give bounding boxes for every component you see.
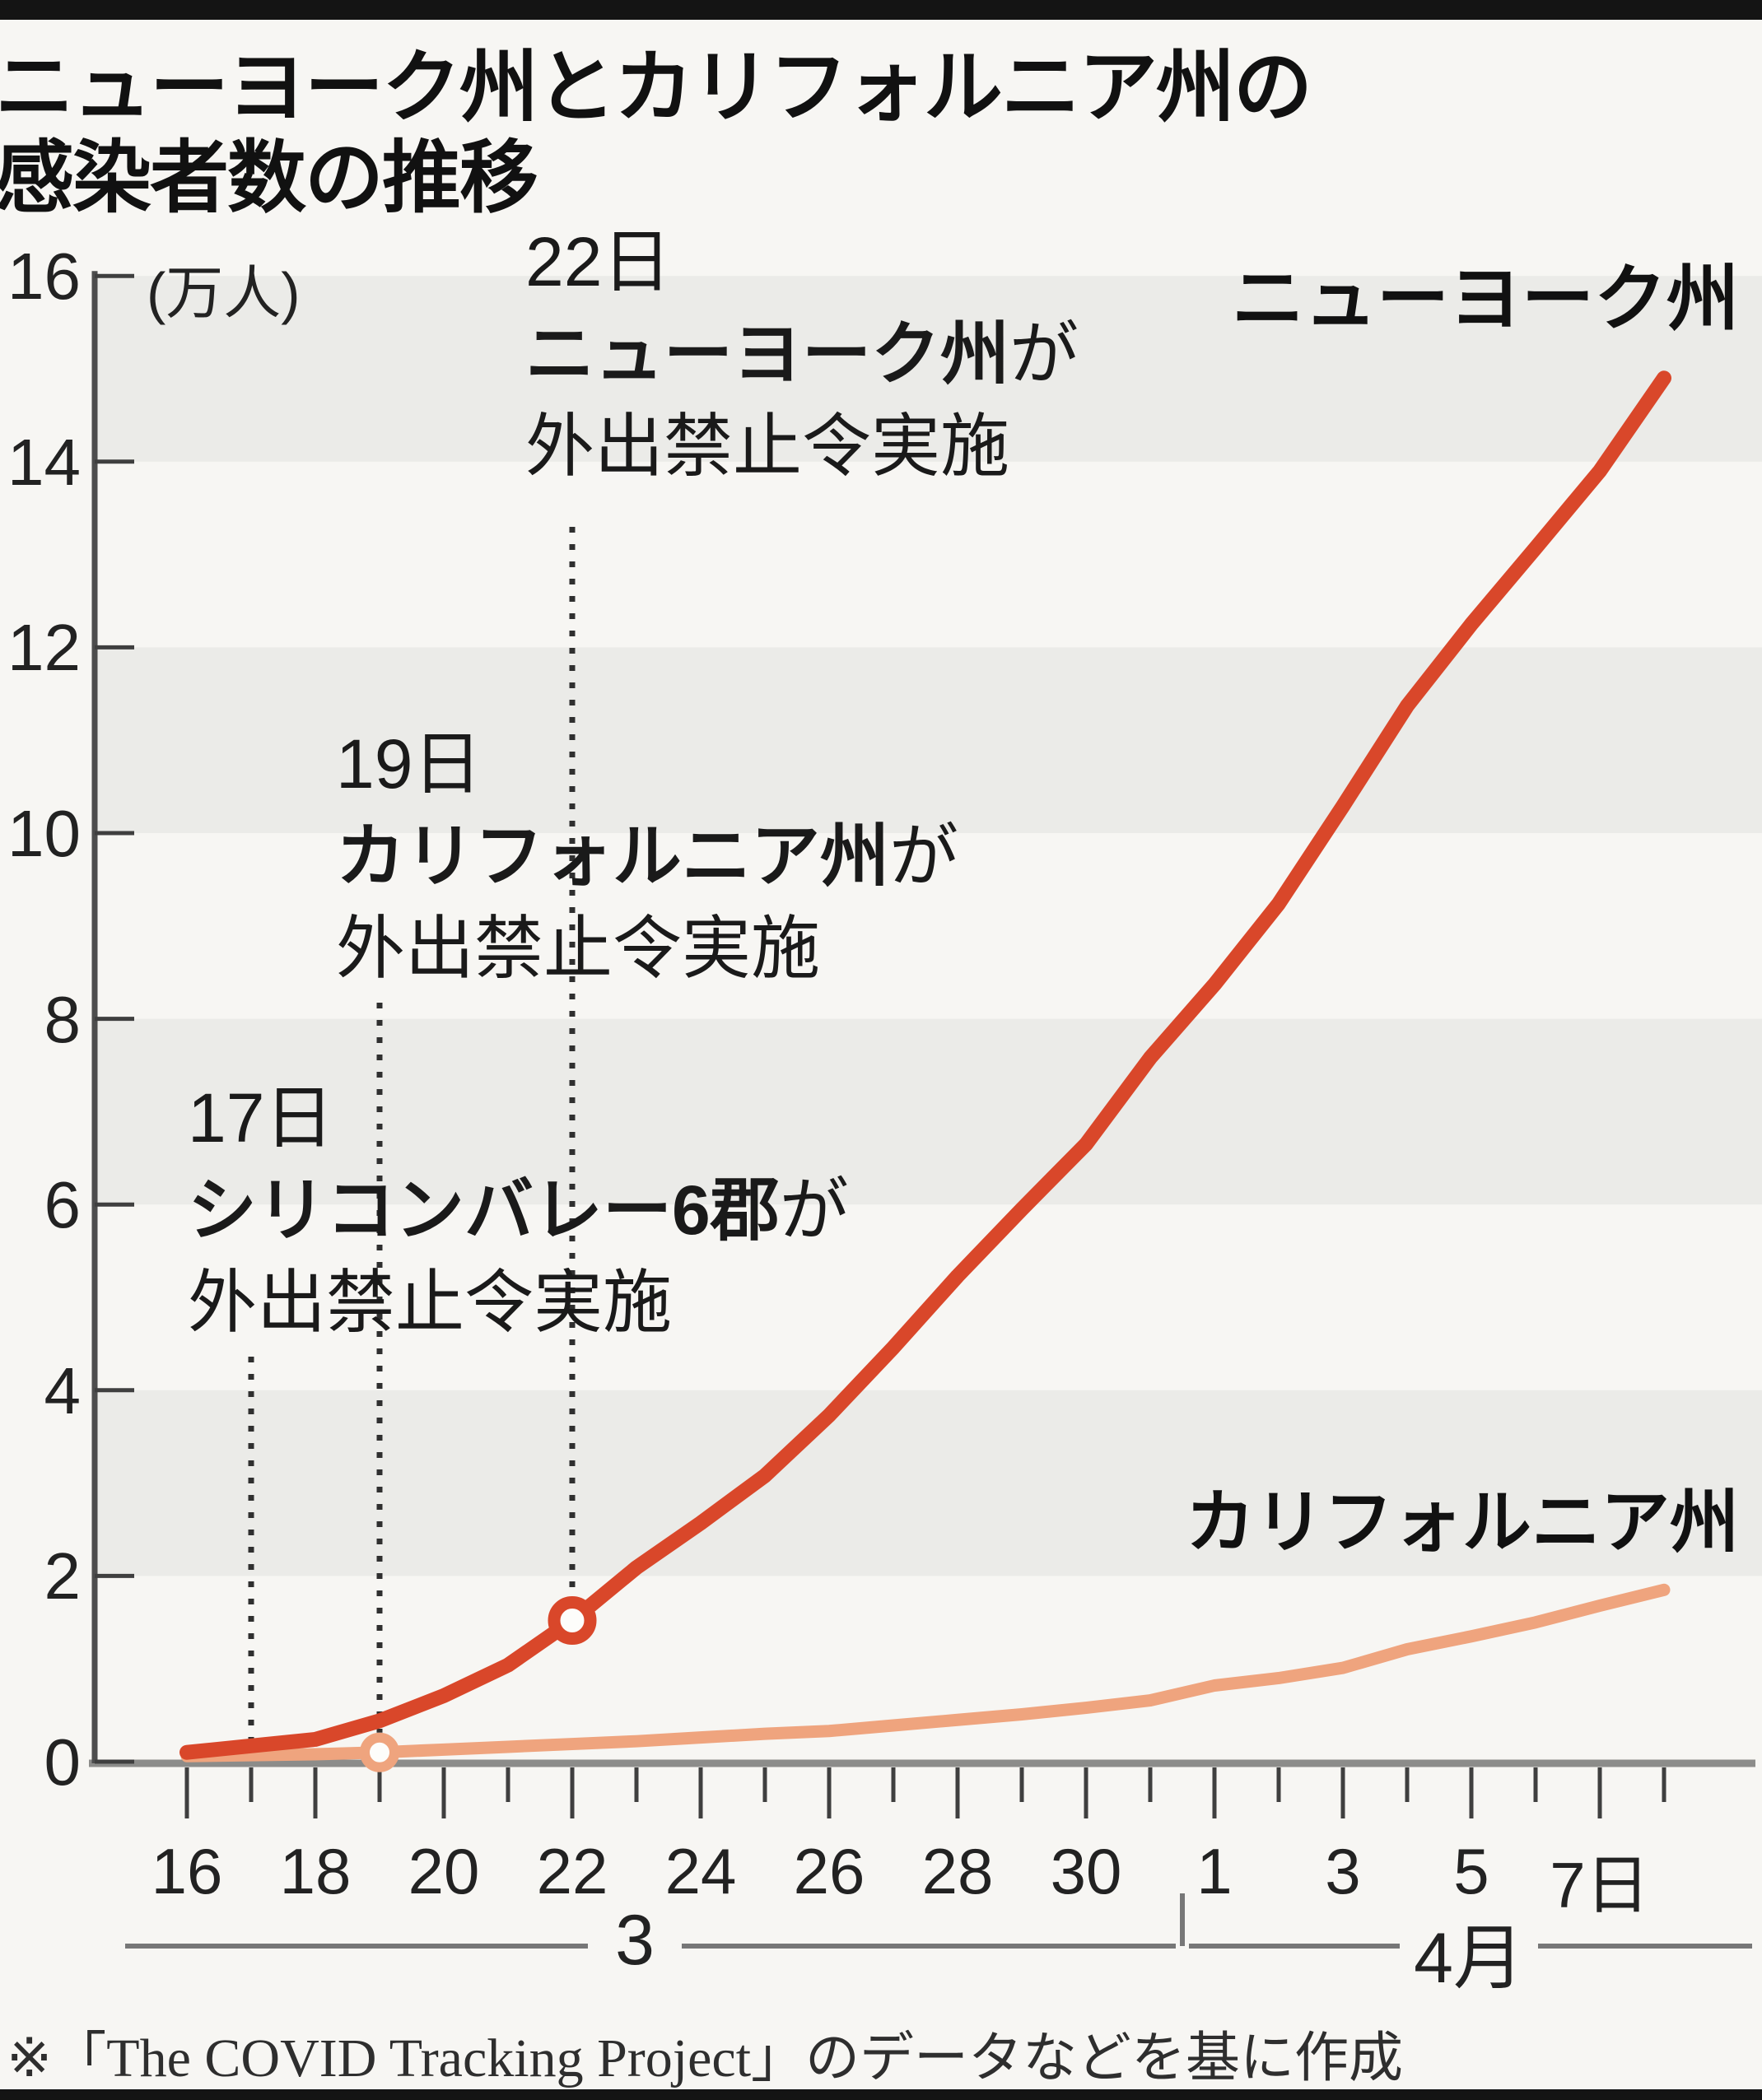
event-ring-marker-ny	[548, 1596, 597, 1646]
annotation-siliconvalley-lockdown: 17日 シリコンバレー6郡が 外出禁止令実施	[188, 1072, 849, 1348]
x-tick-label: 24	[664, 1835, 737, 1907]
chart-title-line1: ニューヨーク州とカリフォルニア州の	[0, 44, 1312, 132]
annotation-subject-line: シリコンバレー6郡が	[188, 1171, 849, 1249]
y-tick-label: 2	[44, 1539, 82, 1613]
annotation-action: 外出禁止令実施	[525, 407, 1010, 485]
annotation-subject-line: ニューヨーク州が	[525, 315, 1079, 393]
x-tick-label: 16	[151, 1835, 223, 1907]
y-axis-unit-label: (万人)	[147, 261, 301, 325]
bottom-frame-bar	[0, 2089, 1762, 2100]
x-tick-label: 5	[1453, 1835, 1489, 1907]
series-label-california: カリフォルニア州	[1185, 1483, 1739, 1561]
grid-band	[95, 1390, 1762, 1576]
x-tick-label: 1	[1196, 1835, 1233, 1907]
y-tick-label: 0	[44, 1725, 82, 1799]
annotation-ca-lockdown: 19日 カリフォルニア州が 外出禁止令実施	[336, 718, 958, 994]
chart-title-line2: 感染者数の推移	[0, 134, 538, 222]
x-tick-label: 28	[921, 1835, 994, 1907]
y-tick-label: 6	[44, 1168, 82, 1242]
series-line-ny	[179, 370, 1671, 1760]
y-tick-label: 4	[44, 1353, 82, 1427]
source-credit: ※「The COVID Tracking Project」のデータなどを基に作成	[7, 2028, 1404, 2088]
annotation-date: 19日	[336, 725, 482, 803]
series-line-ca	[180, 1583, 1671, 1762]
event-ring-marker-ca	[360, 1732, 399, 1772]
x-tick-label: 3	[1325, 1835, 1361, 1907]
x-tick-label: 22	[536, 1835, 608, 1907]
grid-band	[95, 647, 1762, 833]
x-tick-label: 30	[1050, 1835, 1122, 1907]
y-tick-label: 8	[44, 982, 82, 1056]
top-frame-bar	[0, 0, 1762, 20]
y-tick-label: 10	[7, 797, 81, 870]
grid-band	[95, 1018, 1762, 1205]
annotation-ny-lockdown: 22日 ニューヨーク州が 外出禁止令実施	[525, 216, 1079, 492]
annotation-subject-line: カリフォルニア州が	[336, 817, 959, 895]
x-tick-label: 20	[408, 1835, 480, 1907]
annotation-action: 外出禁止令実施	[188, 1264, 673, 1341]
y-tick-label: 16	[7, 240, 81, 314]
annotation-date: 17日	[188, 1079, 334, 1157]
y-tick-label: 12	[7, 611, 81, 685]
month-label: 4月	[1414, 1919, 1524, 1998]
x-tick-label: 7日	[1550, 1849, 1650, 1921]
x-tick-label: 26	[793, 1835, 865, 1907]
grid-band	[95, 276, 1762, 462]
annotation-date: 22日	[525, 223, 672, 300]
month-label: 3	[615, 1901, 655, 1980]
x-tick-label: 18	[279, 1835, 352, 1907]
series-label-new-york: ニューヨーク州	[1231, 258, 1739, 339]
y-tick-label: 14	[7, 425, 81, 499]
annotation-action: 外出禁止令実施	[336, 910, 821, 987]
